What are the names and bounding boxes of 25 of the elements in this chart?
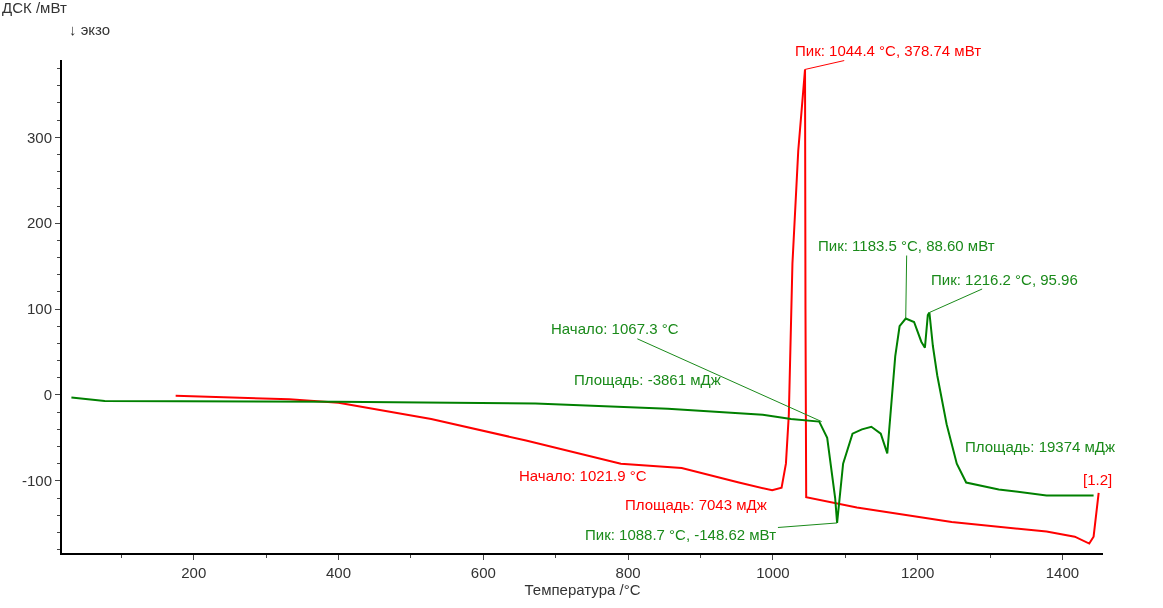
annotation: Пик: 1183.5 °C, 88.60 мВт (818, 237, 995, 254)
annotation: Начало: 1021.9 °C (519, 467, 647, 484)
x-tick-label: 1000 (756, 564, 790, 581)
annotation: Площадь: 19374 мДж (965, 438, 1116, 455)
y-tick-label: 100 (26, 300, 52, 318)
annotation: [1.2] (1083, 471, 1113, 488)
annotation: Площадь: -3861 мДж (574, 371, 721, 388)
y-tick-label: 300 (26, 128, 52, 146)
y-tick-label: 200 (26, 214, 52, 232)
y-axis-title: ДСК /мВт (2, 0, 67, 16)
x-axis-title: Температура /°C (524, 581, 641, 598)
annotation: Пик: 1044.4 °C, 378.74 мВт (795, 42, 982, 59)
annotation: Пик: 1216.2 °C, 95.96 (931, 271, 1078, 288)
x-tick-label: 800 (615, 564, 641, 581)
x-tick-label: 600 (470, 564, 496, 581)
x-tick-label: 1200 (900, 564, 935, 581)
y-tick-label: 0 (43, 386, 52, 404)
y-tick-label: -100 (21, 472, 52, 490)
x-tick-label: 1400 (1045, 564, 1080, 581)
annotation: Начало: 1067.3 °C (551, 320, 679, 337)
annotation: Пик: 1088.7 °C, -148.62 мВт (585, 526, 777, 543)
x-tick-label: 400 (326, 564, 352, 581)
annotation: Площадь: 7043 мДж (625, 496, 767, 513)
x-tick-label: 200 (181, 564, 207, 581)
text: ↓ экзо (69, 21, 111, 38)
